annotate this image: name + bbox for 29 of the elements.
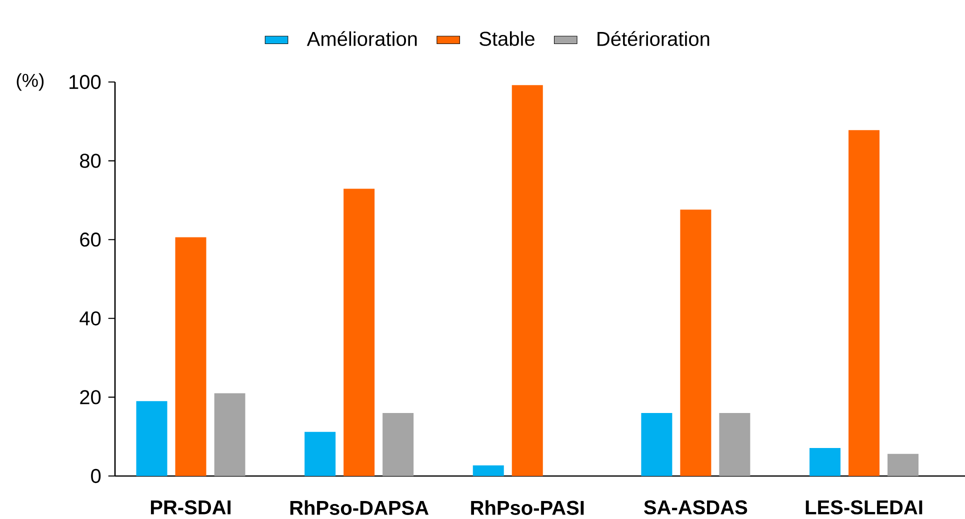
bar: [848, 130, 880, 476]
bar: [304, 432, 336, 476]
bar: [641, 412, 672, 476]
bar: [136, 401, 168, 476]
bar: [680, 210, 712, 476]
legend-label: Amélioration: [306, 31, 417, 46]
bar: [214, 393, 246, 476]
y-tick-label: 0: [91, 468, 101, 484]
y-tick-label: 100: [70, 74, 101, 90]
x-tick-label: SA-ASDAS: [644, 500, 748, 514]
bar: [810, 448, 841, 476]
bar: [382, 412, 414, 476]
x-tick-label: RhPso-DAPSA: [290, 500, 429, 515]
legend-label: Stable: [480, 31, 534, 46]
x-tick-label: LES-SLEDAI: [806, 500, 922, 514]
legend-label: Détérioration: [598, 31, 710, 46]
y-tick-label: 20: [80, 390, 101, 404]
y-tick-label: 60: [80, 232, 101, 247]
y-axis-title: (%): [16, 73, 44, 91]
y-tick-label: 40: [80, 311, 101, 326]
bar: [888, 454, 919, 476]
bar: [472, 465, 504, 476]
x-tick-label: RhPso-PASI: [471, 500, 584, 515]
bar: [344, 188, 375, 476]
x-tick-label: PR-SDAI: [150, 500, 231, 514]
bar: [175, 237, 206, 476]
y-tick-label: 80: [80, 154, 101, 168]
bar: [512, 85, 543, 476]
bar: [719, 412, 750, 476]
